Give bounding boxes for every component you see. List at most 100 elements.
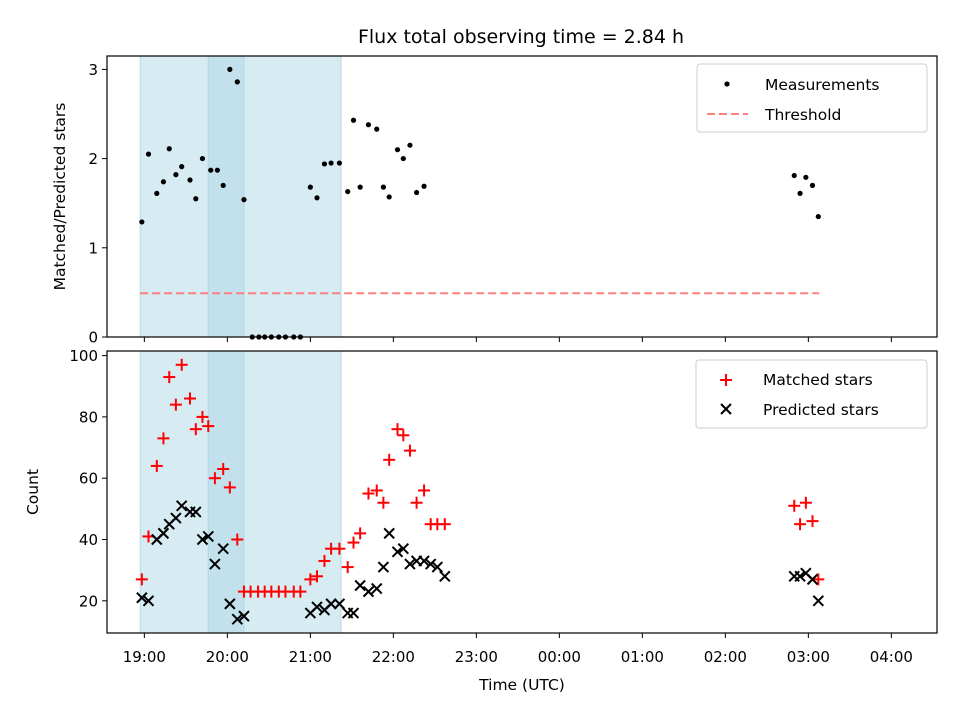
predicted-star-point xyxy=(175,500,188,512)
predicted-star-point xyxy=(217,542,229,555)
top-y-axis-label: Matched/Predicted stars xyxy=(51,103,69,291)
x-tick-label: 00:00 xyxy=(538,648,581,666)
predicted-star-point xyxy=(209,558,221,570)
measurement-point xyxy=(173,172,179,178)
measurement-point xyxy=(394,147,401,153)
predicted-star-point xyxy=(347,607,360,619)
matched-star-point xyxy=(362,487,375,500)
matched-star-point xyxy=(184,392,196,405)
bottom-y-tick-label: 80 xyxy=(79,408,98,426)
chart-title: Flux total observing time = 2.84 h xyxy=(358,26,684,48)
top-y-tick-label: 2 xyxy=(88,150,98,168)
predicted-star-point xyxy=(136,592,148,604)
measurement-point xyxy=(809,182,816,188)
measurement-point xyxy=(815,213,821,220)
x-tick-label: 02:00 xyxy=(704,648,747,666)
measurement-point xyxy=(166,146,172,152)
bottom-shaded-intervals xyxy=(139,350,342,634)
bottom-y-axis: 20 40 60 80 100 xyxy=(69,347,107,610)
legend-predicted-label: Predicted stars xyxy=(763,401,879,419)
matched-star-point xyxy=(175,358,188,371)
measurement-point xyxy=(214,167,220,173)
matched-star-point xyxy=(208,472,221,485)
x-tick-label: 04:00 xyxy=(870,648,913,666)
top-panel: 0 1 2 3 Matched/Predicted stars Measurement… xyxy=(51,55,938,347)
predicted-star-point xyxy=(424,558,437,570)
matched-star-point xyxy=(812,573,825,586)
measurement-point xyxy=(199,155,206,162)
bottom-y-tick-label: 40 xyxy=(79,531,98,549)
measurement-point xyxy=(421,183,427,189)
bottom-panel: 20 40 60 80 100 19:00 20:00 21:00 22:00 23:00 00:… xyxy=(24,347,938,694)
predicted-star-point xyxy=(431,561,444,573)
matched-star-point xyxy=(410,496,423,509)
matched-star-point xyxy=(169,398,182,411)
predicted-star-point xyxy=(325,598,337,610)
predicted-star-point xyxy=(238,610,250,622)
measurement-point xyxy=(413,189,420,196)
measurement-point xyxy=(187,177,193,183)
x-tick-label: 22:00 xyxy=(372,648,415,666)
bottom-legend-box xyxy=(695,359,928,429)
bottom-y-axis-label: Count xyxy=(24,469,42,515)
measurement-point xyxy=(241,197,247,203)
legend-threshold-label: Threshold xyxy=(764,106,841,124)
predicted-star-point xyxy=(157,527,170,540)
bottom-legend: Matched stars Predicted stars xyxy=(695,359,928,429)
matched-star-point xyxy=(354,527,367,540)
matched-star-point xyxy=(217,463,230,476)
matched-star-point xyxy=(294,585,307,598)
measurement-point xyxy=(321,161,328,167)
top-x-ticks xyxy=(143,337,892,342)
bottom-plot-frame xyxy=(106,350,938,634)
x-tick-label: 01:00 xyxy=(621,648,664,666)
matched-star-point xyxy=(391,423,404,436)
measurement-point xyxy=(160,179,167,185)
matched-star-point xyxy=(788,499,801,512)
predicted-star-point xyxy=(397,542,410,555)
predicted-star-point xyxy=(404,558,416,570)
measurement-point xyxy=(220,182,226,188)
predicted-star-point xyxy=(311,601,323,613)
predicted-star-point xyxy=(170,512,182,524)
predicted-star-point xyxy=(354,579,366,592)
predicted-star-point xyxy=(812,595,825,607)
measurement-point xyxy=(193,196,199,202)
measurement-point xyxy=(307,184,313,190)
x-tick-label: 21:00 xyxy=(289,648,332,666)
matched-star-point xyxy=(223,481,236,494)
matched-star-point xyxy=(333,542,346,555)
top-y-axis: 0 1 2 3 xyxy=(88,61,107,347)
predicted-star-point xyxy=(391,546,404,558)
x-tick-label: 20:00 xyxy=(206,648,249,666)
matched-star-point xyxy=(377,496,390,509)
x-axis-label: Time (UTC) xyxy=(478,676,565,694)
predicted-star-point xyxy=(231,613,244,625)
matched-star-point xyxy=(347,536,360,549)
predicted-star-point xyxy=(383,527,395,540)
measurement-point xyxy=(154,190,160,196)
legend-predicted-marker xyxy=(720,403,732,415)
predicted-star-point xyxy=(224,598,236,610)
predicted-star-point xyxy=(362,585,375,598)
top-plot-frame xyxy=(106,55,938,338)
measurement-point xyxy=(328,160,334,166)
top-shaded-intervals xyxy=(139,55,342,338)
predicted-star-point xyxy=(196,533,209,546)
matched-star-point xyxy=(135,573,148,586)
measurement-point xyxy=(380,184,386,190)
matched-star-point xyxy=(794,518,807,531)
matched-star-point xyxy=(157,432,170,445)
top-y-tick-label: 1 xyxy=(88,239,98,257)
count-series xyxy=(135,358,825,625)
measurement-point xyxy=(227,66,233,72)
top-legend-box xyxy=(696,63,928,133)
predicted-star-point xyxy=(806,573,819,586)
top-y-tick-label: 3 xyxy=(88,61,98,79)
measurement-point xyxy=(208,167,214,173)
measurement-point xyxy=(407,142,413,148)
matched-star-point xyxy=(163,371,176,384)
measurement-point xyxy=(139,219,145,225)
predicted-star-point xyxy=(439,570,451,583)
